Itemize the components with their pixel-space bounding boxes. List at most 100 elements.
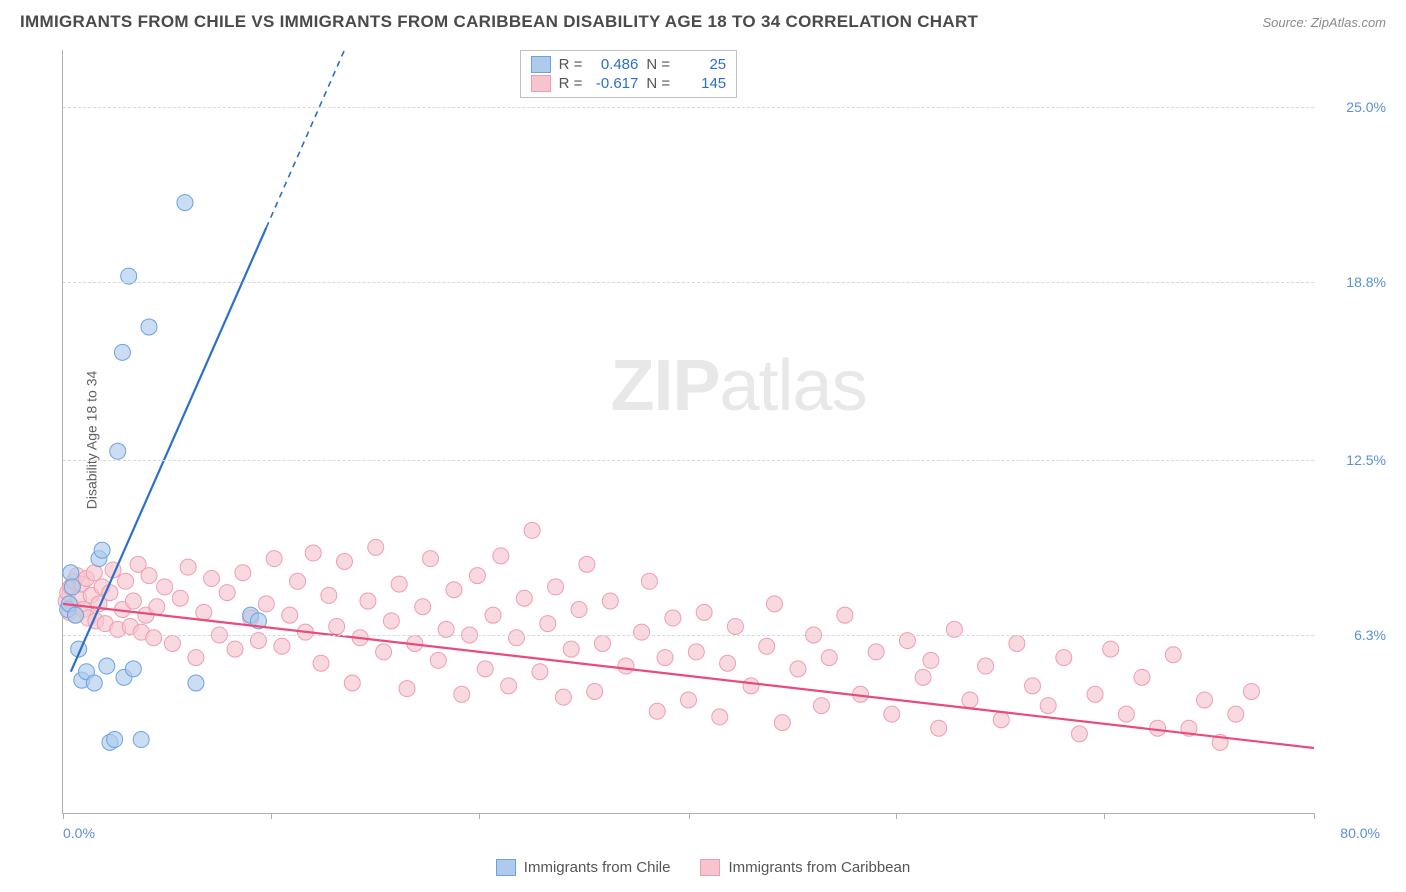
data-point <box>962 692 978 708</box>
data-point <box>1103 641 1119 657</box>
data-point <box>641 573 657 589</box>
data-point <box>321 587 337 603</box>
data-point <box>422 551 438 567</box>
data-point <box>282 607 298 623</box>
data-point <box>164 635 180 651</box>
data-point <box>157 579 173 595</box>
gridline <box>63 460 1314 461</box>
data-point <box>99 658 115 674</box>
data-point <box>884 706 900 722</box>
data-point <box>454 686 470 702</box>
data-point <box>177 195 193 211</box>
y-tick-label: 12.5% <box>1326 452 1386 468</box>
data-point <box>329 618 345 634</box>
data-point <box>446 582 462 598</box>
legend-item-1: Immigrants from Chile <box>496 859 671 876</box>
data-point <box>681 692 697 708</box>
plot-area: ZIPatlas R = 0.486 N = 25 R = -0.617 N =… <box>62 50 1314 814</box>
data-point <box>305 545 321 561</box>
data-point <box>107 732 123 748</box>
data-point <box>64 579 80 595</box>
gridline <box>63 635 1314 636</box>
data-point <box>743 678 759 694</box>
data-point <box>125 593 141 609</box>
x-tick <box>63 813 64 819</box>
x-tick <box>271 813 272 819</box>
data-point <box>368 539 384 555</box>
y-tick-label: 18.8% <box>1326 274 1386 290</box>
data-point <box>978 658 994 674</box>
x-tick <box>896 813 897 819</box>
stats-box: R = 0.486 N = 25 R = -0.617 N = 145 <box>520 50 738 98</box>
data-point <box>759 638 775 654</box>
data-point <box>657 650 673 666</box>
data-point <box>68 607 84 623</box>
data-point <box>149 599 165 615</box>
data-point <box>594 635 610 651</box>
data-point <box>141 319 157 335</box>
legend-item-2: Immigrants from Caribbean <box>700 859 910 876</box>
data-point <box>1165 647 1181 663</box>
data-point <box>602 593 618 609</box>
data-point <box>579 556 595 572</box>
label-N-1: N = <box>646 56 670 73</box>
data-point <box>125 661 141 677</box>
data-point <box>634 624 650 640</box>
x-tick <box>479 813 480 819</box>
data-point <box>821 650 837 666</box>
y-tick-label: 6.3% <box>1326 627 1386 643</box>
data-point <box>1150 720 1166 736</box>
swatch-series-1 <box>531 56 551 73</box>
data-point <box>712 709 728 725</box>
gridline <box>63 282 1314 283</box>
data-point <box>548 579 564 595</box>
data-point <box>1243 683 1259 699</box>
y-tick-label: 25.0% <box>1326 99 1386 115</box>
data-point <box>415 599 431 615</box>
data-point <box>180 559 196 575</box>
data-point <box>501 678 517 694</box>
data-point <box>524 522 540 538</box>
legend-swatch-1 <box>496 859 516 876</box>
data-point <box>188 675 204 691</box>
x-label-max: 80.0% <box>1340 825 1380 841</box>
data-point <box>696 604 712 620</box>
x-tick <box>1104 813 1105 819</box>
legend-label-2: Immigrants from Caribbean <box>728 859 910 876</box>
source-attribution: Source: ZipAtlas.com <box>1262 15 1386 30</box>
data-point <box>493 548 509 564</box>
data-point <box>649 703 665 719</box>
data-point <box>837 607 853 623</box>
plot-svg <box>63 50 1314 813</box>
data-point <box>1228 706 1244 722</box>
x-tick <box>689 813 690 819</box>
value-R-2: -0.617 <box>590 75 638 92</box>
data-point <box>1118 706 1134 722</box>
data-point <box>1134 669 1150 685</box>
data-point <box>290 573 306 589</box>
legend-label-1: Immigrants from Chile <box>524 859 671 876</box>
bottom-legend: Immigrants from Chile Immigrants from Ca… <box>0 859 1406 876</box>
data-point <box>133 732 149 748</box>
data-point <box>790 661 806 677</box>
label-R-2: R = <box>559 75 583 92</box>
data-point <box>618 658 634 674</box>
data-point <box>258 596 274 612</box>
data-point <box>110 443 126 459</box>
data-point <box>1087 686 1103 702</box>
data-point <box>274 638 290 654</box>
data-point <box>391 576 407 592</box>
swatch-series-2 <box>531 75 551 92</box>
value-N-1: 25 <box>678 56 726 73</box>
data-point <box>587 683 603 699</box>
data-point <box>313 655 329 671</box>
data-point <box>1056 650 1072 666</box>
data-point <box>720 655 736 671</box>
data-point <box>540 616 556 632</box>
data-point <box>1025 678 1041 694</box>
data-point <box>727 618 743 634</box>
label-N-2: N = <box>646 75 670 92</box>
data-point <box>196 604 212 620</box>
data-point <box>399 681 415 697</box>
data-point <box>336 553 352 569</box>
